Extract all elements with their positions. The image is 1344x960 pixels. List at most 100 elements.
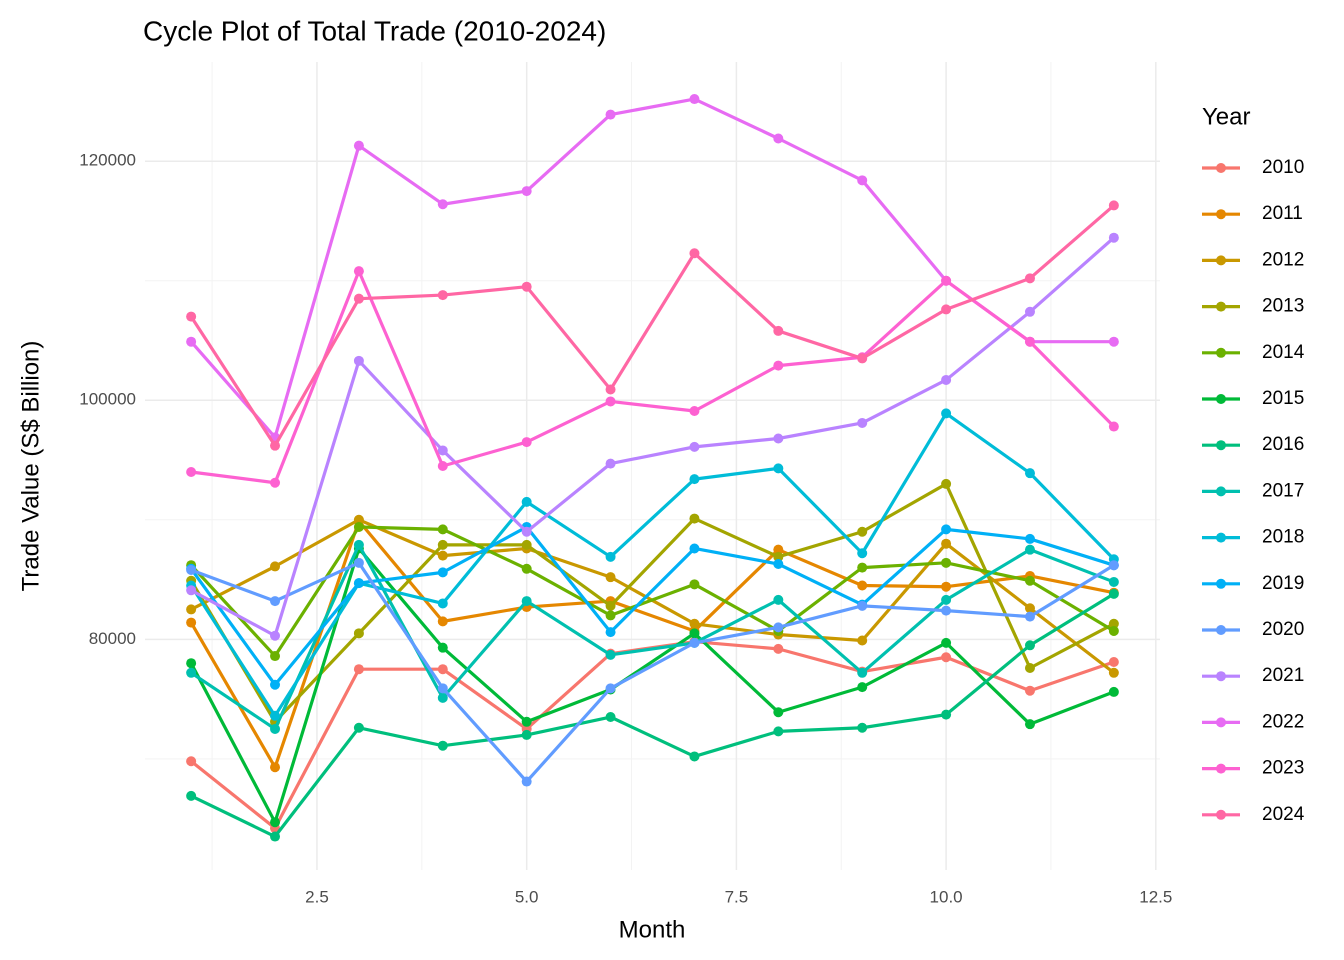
data-point [1024, 575, 1035, 586]
data-point [186, 756, 197, 767]
data-point [186, 667, 197, 678]
data-point [605, 627, 616, 638]
data-point [941, 374, 952, 385]
data-point [605, 551, 616, 562]
data-point [270, 561, 281, 572]
legend-label: 2020 [1262, 619, 1304, 640]
data-point [521, 526, 532, 537]
data-point [1024, 719, 1035, 730]
legend-key-point [1216, 763, 1226, 774]
data-point [1024, 685, 1035, 696]
data-point [1024, 611, 1035, 622]
x-tick-label: 7.5 [725, 887, 749, 906]
chart-title: Cycle Plot of Total Trade (2010-2024) [143, 15, 606, 46]
data-point [689, 618, 700, 629]
data-point [437, 461, 448, 471]
data-point [857, 353, 868, 364]
data-point [857, 562, 868, 573]
data-point [605, 109, 616, 120]
data-point [521, 716, 532, 727]
series-line [190, 236, 1115, 638]
data-point [1024, 306, 1035, 317]
data-point [1108, 576, 1119, 587]
data-point [857, 417, 868, 428]
data-point [941, 652, 952, 663]
x-axis-title: Month [619, 916, 686, 943]
data-point [353, 628, 364, 639]
data-point [689, 628, 700, 639]
data-point [1108, 686, 1119, 697]
legend-key-point [1216, 625, 1226, 635]
data-point [353, 664, 364, 675]
data-point [689, 543, 700, 554]
data-point [353, 140, 364, 151]
legend-label: 2018 [1262, 527, 1304, 548]
legend-key-point [1216, 809, 1226, 820]
series-line [190, 269, 1115, 485]
series-line [189, 525, 1115, 687]
data-point [353, 266, 364, 277]
data-point [689, 513, 700, 524]
x-tick-label: 10.0 [930, 887, 963, 906]
data-point [186, 790, 197, 801]
data-point [773, 594, 784, 605]
data-point [270, 651, 281, 662]
series-line [189, 546, 1115, 824]
legend-label: 2023 [1262, 758, 1304, 779]
data-point [353, 521, 364, 532]
data-point [521, 563, 532, 574]
legend-title: Year [1202, 103, 1251, 130]
data-point [1108, 667, 1119, 678]
data-point [270, 477, 281, 488]
data-point [941, 524, 952, 535]
data-point [1024, 663, 1035, 673]
legend-key-point [1216, 486, 1226, 497]
data-point [186, 336, 197, 347]
legend-label: 2016 [1262, 434, 1304, 455]
data-point [773, 559, 784, 570]
series-line [189, 519, 1115, 769]
data-point [1108, 232, 1119, 243]
series-line [190, 561, 1115, 784]
data-point [186, 658, 197, 669]
data-point [689, 637, 700, 648]
data-point [353, 293, 364, 304]
legend-key-point [1216, 440, 1226, 451]
data-point [689, 579, 700, 590]
series-line [189, 482, 1115, 724]
data-point [1108, 560, 1119, 571]
data-point [605, 396, 616, 407]
y-tick-label: 120000 [79, 151, 136, 170]
data-point [437, 199, 448, 210]
legend-label: 2010 [1262, 157, 1304, 178]
data-point [773, 707, 784, 718]
data-point [186, 564, 197, 575]
data-point [186, 311, 197, 322]
data-point [437, 539, 448, 550]
data-point [186, 466, 197, 477]
data-point [1108, 657, 1119, 668]
legend-label: 2021 [1262, 665, 1304, 686]
data-point [857, 600, 868, 611]
data-point [605, 600, 616, 611]
data-point [353, 355, 364, 366]
x-tick-label: 2.5 [305, 887, 329, 906]
data-point [437, 445, 448, 456]
data-point [941, 709, 952, 720]
data-point [941, 557, 952, 568]
data-point [270, 710, 281, 721]
data-point [941, 275, 952, 286]
data-point [941, 605, 952, 616]
data-point [186, 617, 197, 628]
data-point [270, 596, 281, 607]
data-point [1024, 544, 1035, 555]
data-point [521, 437, 532, 448]
legend-label: 2024 [1262, 804, 1305, 825]
data-point [1024, 603, 1035, 614]
data-point [605, 683, 616, 694]
data-point [773, 133, 784, 144]
data-point [353, 539, 364, 550]
data-point [773, 622, 784, 633]
y-axis-title: Trade Value (S$ Billion) [17, 341, 44, 592]
